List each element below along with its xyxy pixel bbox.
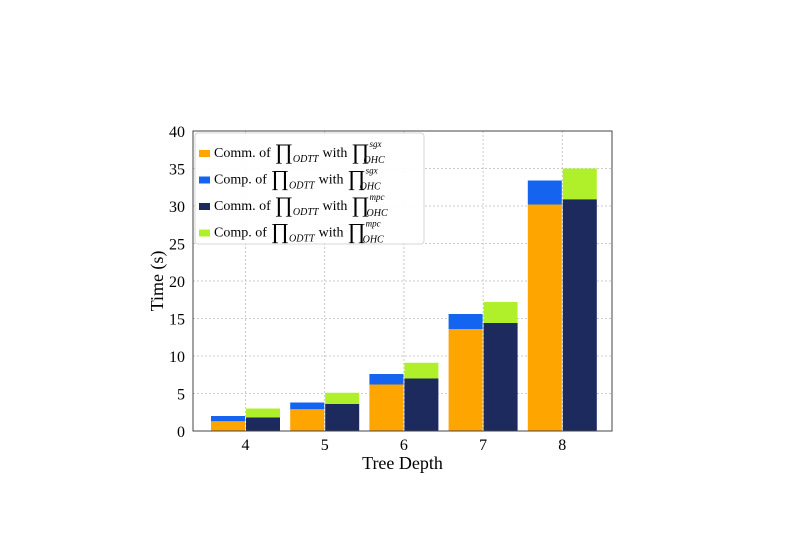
legend-prefix: Comm. of — [214, 146, 271, 161]
legend-swatch — [199, 203, 210, 210]
legend-subscript: OHC — [367, 208, 388, 219]
y-axis-ticks: 0 5 10 15 20 25 30 35 40 — [169, 124, 185, 441]
bar-6-mpc-comp — [404, 362, 439, 379]
legend-entry: Comm. of ∏ODTT with ∏mpc OHC — [214, 192, 388, 219]
product-symbol: ∏ — [351, 192, 369, 217]
bar-7-mpc-comp — [483, 302, 518, 323]
legend-superscript: sgx — [366, 166, 378, 176]
x-axis-ticks: 4 5 6 7 8 — [242, 437, 567, 454]
legend-prefix: Comp. of — [214, 173, 267, 188]
legend-swatch — [199, 229, 210, 237]
bar-4-sgx-comp — [211, 416, 245, 422]
y-tick-label: 40 — [169, 124, 185, 141]
bar-8-sgx-comp — [527, 180, 562, 205]
bar-4-mpc-comp — [246, 408, 280, 418]
legend-entry: Comp. of ∏ODTT with ∏sgx OHC — [214, 166, 381, 193]
bar-7-sgx-comp — [448, 314, 483, 329]
bar-5-sgx-comp — [290, 402, 325, 410]
bars — [211, 168, 597, 431]
legend-prefix: Comp. of — [214, 226, 267, 241]
x-tick-label: 7 — [479, 437, 487, 454]
legend-mid-text: with — [319, 226, 344, 241]
bar-8-mpc-comm — [562, 199, 597, 431]
legend-prefix: Comm. of — [214, 199, 271, 214]
legend-subscript: OHC — [364, 155, 385, 166]
product-symbol: ∏ — [275, 192, 293, 217]
plot-area-frame — [192, 130, 613, 432]
x-tick-label: 5 — [321, 437, 329, 454]
bar-5-sgx-comm — [290, 409, 325, 431]
y-tick-label: 20 — [169, 274, 185, 291]
legend-subscript: OHC — [363, 235, 384, 246]
y-tick-label: 10 — [169, 349, 185, 366]
bar-8-sgx-comm — [527, 204, 562, 431]
legend-swatch — [199, 176, 210, 184]
bar-5-mpc-comp — [325, 392, 360, 404]
legend-subscript: OHC — [360, 182, 381, 193]
x-tick-label: 8 — [558, 437, 566, 454]
product-symbol: ∏ — [347, 219, 365, 244]
bar-8-mpc-comp — [562, 168, 597, 200]
y-axis-title: Time (s) — [147, 251, 168, 312]
legend-subscript: ODTT — [293, 154, 320, 165]
product-symbol: ∏ — [271, 166, 289, 191]
product-symbol: ∏ — [275, 139, 293, 164]
product-symbol: ∏ — [271, 219, 289, 244]
legend-mid-text: with — [322, 146, 347, 161]
bar-4-sgx-comm — [211, 421, 245, 431]
legend-entry: Comm. of ∏ODTT with ∏sgx OHC — [214, 139, 385, 166]
legend-superscript: mpc — [366, 219, 381, 229]
y-tick-label: 35 — [169, 162, 185, 179]
legend-swatch — [199, 150, 210, 157]
bar-6-sgx-comp — [369, 374, 404, 385]
legend-superscript: sgx — [370, 139, 382, 149]
legend-box — [194, 132, 425, 245]
product-symbol: ∏ — [351, 139, 369, 164]
legend-subscript: ODTT — [289, 234, 316, 245]
bar-6-sgx-comm — [369, 384, 404, 431]
y-tick-label: 5 — [177, 387, 185, 404]
bar-5-mpc-comm — [325, 404, 360, 431]
bar-6-mpc-comm — [404, 378, 439, 431]
y-tick-label: 30 — [169, 199, 185, 216]
legend-superscript: mpc — [370, 192, 385, 202]
bar-4-mpc-comm — [246, 417, 280, 431]
bar-7-sgx-comm — [448, 329, 483, 431]
bar-7-mpc-comm — [483, 323, 518, 431]
x-axis-title: Tree Depth — [362, 453, 443, 473]
legend-subscript: ODTT — [289, 181, 316, 192]
y-tick-label: 0 — [177, 424, 185, 441]
y-tick-label: 25 — [169, 237, 185, 254]
legend-entry: Comp. of ∏ODTT with ∏mpc OHC — [214, 219, 384, 246]
y-tick-label: 15 — [169, 312, 185, 329]
x-tick-label: 4 — [242, 437, 250, 454]
legend-mid-text: with — [322, 199, 347, 214]
legend-mid-text: with — [319, 173, 344, 188]
x-tick-label: 6 — [400, 437, 408, 454]
product-symbol: ∏ — [347, 166, 365, 191]
legend-subscript: ODTT — [293, 207, 320, 218]
